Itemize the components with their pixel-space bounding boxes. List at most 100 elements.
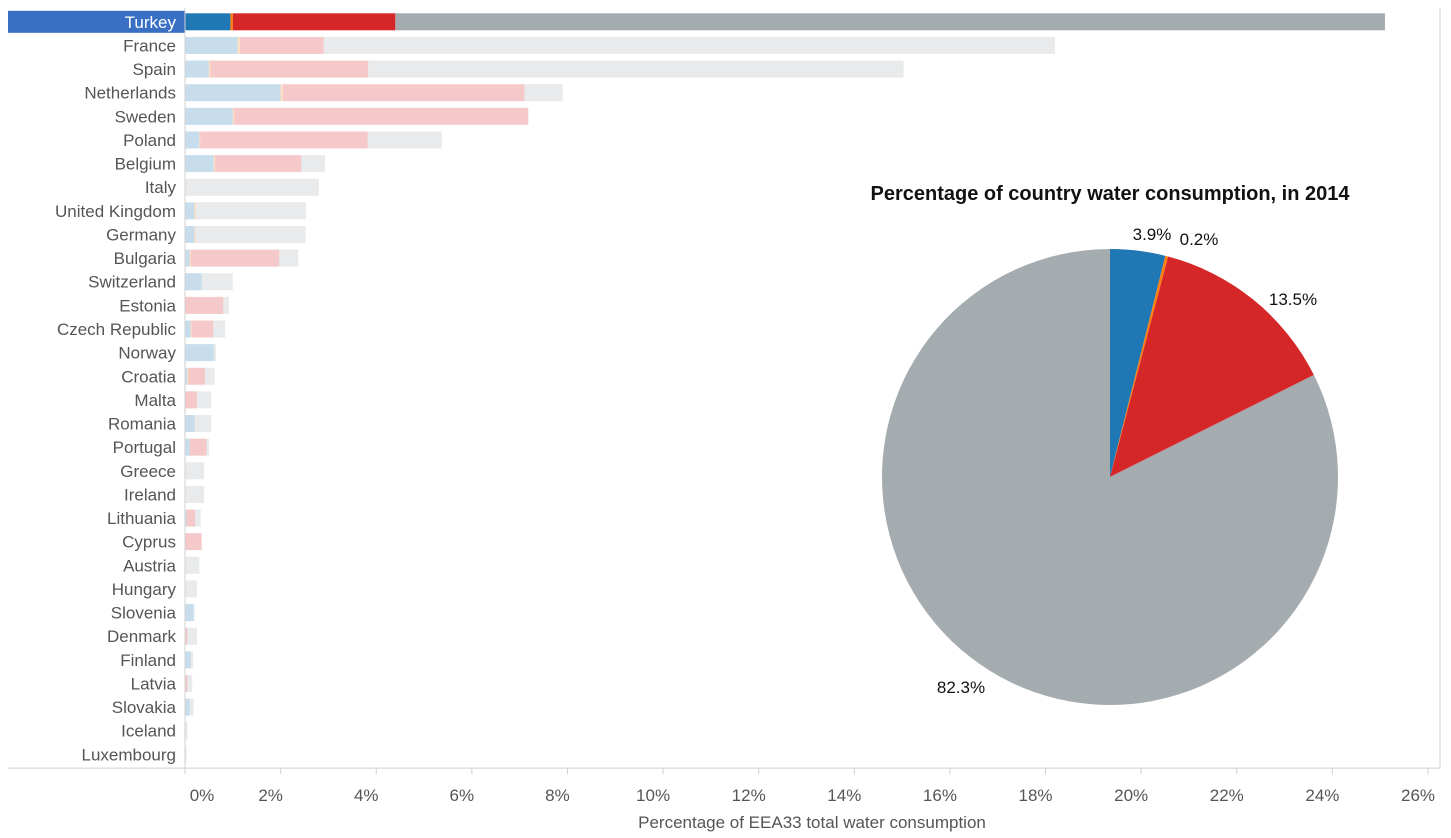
bar-segment[interactable] bbox=[185, 485, 205, 503]
bar-segment[interactable] bbox=[200, 131, 368, 149]
bar-segment[interactable] bbox=[185, 509, 187, 527]
bar-segment[interactable] bbox=[185, 225, 195, 243]
bar-segment[interactable] bbox=[189, 438, 207, 456]
bar-segment[interactable] bbox=[323, 36, 1056, 54]
bar-segment[interactable] bbox=[187, 627, 197, 645]
bar-segment[interactable] bbox=[232, 13, 396, 31]
pie-slice[interactable] bbox=[1110, 249, 1166, 477]
bar-segment[interactable] bbox=[185, 202, 195, 220]
bar-segment[interactable] bbox=[185, 131, 200, 149]
category-label: Austria bbox=[123, 556, 176, 575]
bar-segment[interactable] bbox=[196, 391, 212, 409]
bar-segment[interactable] bbox=[230, 13, 233, 31]
bar-segment[interactable] bbox=[185, 344, 214, 362]
bar-segment[interactable] bbox=[210, 60, 369, 78]
bar-segment[interactable] bbox=[190, 249, 280, 267]
bar-segment[interactable] bbox=[185, 296, 224, 314]
bar-segment[interactable] bbox=[194, 202, 196, 220]
bar-segment[interactable] bbox=[234, 107, 529, 125]
bar-segment[interactable] bbox=[187, 367, 189, 385]
bar-segment[interactable] bbox=[237, 36, 240, 54]
pie-slice-label: 0.2% bbox=[1180, 230, 1219, 249]
bar-segment[interactable] bbox=[185, 604, 194, 622]
category-label: Poland bbox=[123, 131, 176, 150]
bar-segment[interactable] bbox=[188, 367, 206, 385]
bar-segment[interactable] bbox=[208, 60, 211, 78]
bar-segment[interactable] bbox=[199, 131, 201, 149]
category-label: Latvia bbox=[131, 674, 177, 693]
bar-segment[interactable] bbox=[213, 320, 226, 338]
bar-segment[interactable] bbox=[185, 462, 205, 480]
category-label: Netherlands bbox=[84, 84, 176, 103]
bar-segment[interactable] bbox=[223, 296, 229, 314]
bar-segment[interactable] bbox=[185, 60, 209, 78]
bar-segment[interactable] bbox=[195, 202, 306, 220]
bar-segment[interactable] bbox=[301, 155, 326, 173]
bar-segment[interactable] bbox=[185, 178, 319, 196]
bar-segment[interactable] bbox=[190, 320, 192, 338]
bar-segment[interactable] bbox=[185, 556, 200, 574]
bar-segment[interactable] bbox=[395, 13, 1385, 31]
category-label: Iceland bbox=[121, 722, 176, 741]
bar-segment[interactable] bbox=[194, 225, 196, 243]
pie-slice[interactable] bbox=[1110, 255, 1169, 477]
bar-segment[interactable] bbox=[206, 438, 209, 456]
bar-segment[interactable] bbox=[185, 722, 188, 740]
bar-segment[interactable] bbox=[185, 367, 188, 385]
bar-segment[interactable] bbox=[280, 84, 284, 102]
bar-segment[interactable] bbox=[185, 273, 202, 291]
bar-segment[interactable] bbox=[185, 391, 197, 409]
x-tick-label: 14% bbox=[827, 786, 861, 805]
bar-segment[interactable] bbox=[239, 36, 324, 54]
bar-segment[interactable] bbox=[185, 698, 190, 716]
bar-segment[interactable] bbox=[232, 107, 235, 125]
category-label: Germany bbox=[106, 225, 176, 244]
bar-segment[interactable] bbox=[185, 533, 202, 551]
bar-segment[interactable] bbox=[185, 155, 214, 173]
bar-chart: Turkey France Spain Netherlands Sweden Poland… bbox=[8, 10, 1385, 764]
bar-segment[interactable] bbox=[213, 155, 216, 173]
bar-segment[interactable] bbox=[185, 249, 190, 267]
bar-segment[interactable] bbox=[283, 84, 525, 102]
bar-segment[interactable] bbox=[367, 131, 442, 149]
bar-segment[interactable] bbox=[189, 249, 191, 267]
bar-segment[interactable] bbox=[213, 344, 217, 362]
bar-segment[interactable] bbox=[368, 60, 904, 78]
bar-segment[interactable] bbox=[193, 604, 195, 622]
bar-segment[interactable] bbox=[185, 13, 231, 31]
bar-segment[interactable] bbox=[185, 438, 190, 456]
bar-segment[interactable] bbox=[205, 367, 215, 385]
x-tick-label: 8% bbox=[545, 786, 570, 805]
pie-slice[interactable] bbox=[882, 249, 1338, 706]
bar-segment[interactable] bbox=[185, 84, 281, 102]
x-tick-label: 16% bbox=[923, 786, 957, 805]
pie-slice[interactable] bbox=[1110, 256, 1314, 477]
category-label: Belgium bbox=[115, 155, 176, 174]
bar-segment[interactable] bbox=[186, 509, 196, 527]
bar-segment[interactable] bbox=[185, 580, 197, 598]
bar-segment[interactable] bbox=[190, 651, 194, 669]
bar-segment[interactable] bbox=[201, 273, 233, 291]
category-label: Norway bbox=[118, 344, 176, 363]
bar-segment[interactable] bbox=[524, 84, 563, 102]
x-tick-label: 0% bbox=[190, 786, 215, 805]
bar-segment[interactable] bbox=[194, 415, 212, 433]
bar-segment[interactable] bbox=[189, 698, 194, 716]
bar-segment[interactable] bbox=[185, 674, 188, 692]
bar-segment[interactable] bbox=[195, 509, 201, 527]
x-axis-label: Percentage of EEA33 total water consumpt… bbox=[638, 813, 986, 832]
bar-segment[interactable] bbox=[185, 107, 233, 125]
category-label: Finland bbox=[120, 651, 176, 670]
bar-segment[interactable] bbox=[185, 320, 191, 338]
bar-segment[interactable] bbox=[185, 745, 187, 763]
bar-segment[interactable] bbox=[185, 36, 238, 54]
bar-segment[interactable] bbox=[279, 249, 299, 267]
bar-segment[interactable] bbox=[215, 155, 302, 173]
bar-segment[interactable] bbox=[185, 627, 188, 645]
bar-segment[interactable] bbox=[185, 415, 195, 433]
bar-segment[interactable] bbox=[191, 320, 214, 338]
bar-segment[interactable] bbox=[195, 225, 306, 243]
bar-segment[interactable] bbox=[187, 674, 193, 692]
pie-slice-label: 3.9% bbox=[1133, 225, 1172, 244]
bar-segment[interactable] bbox=[185, 651, 191, 669]
